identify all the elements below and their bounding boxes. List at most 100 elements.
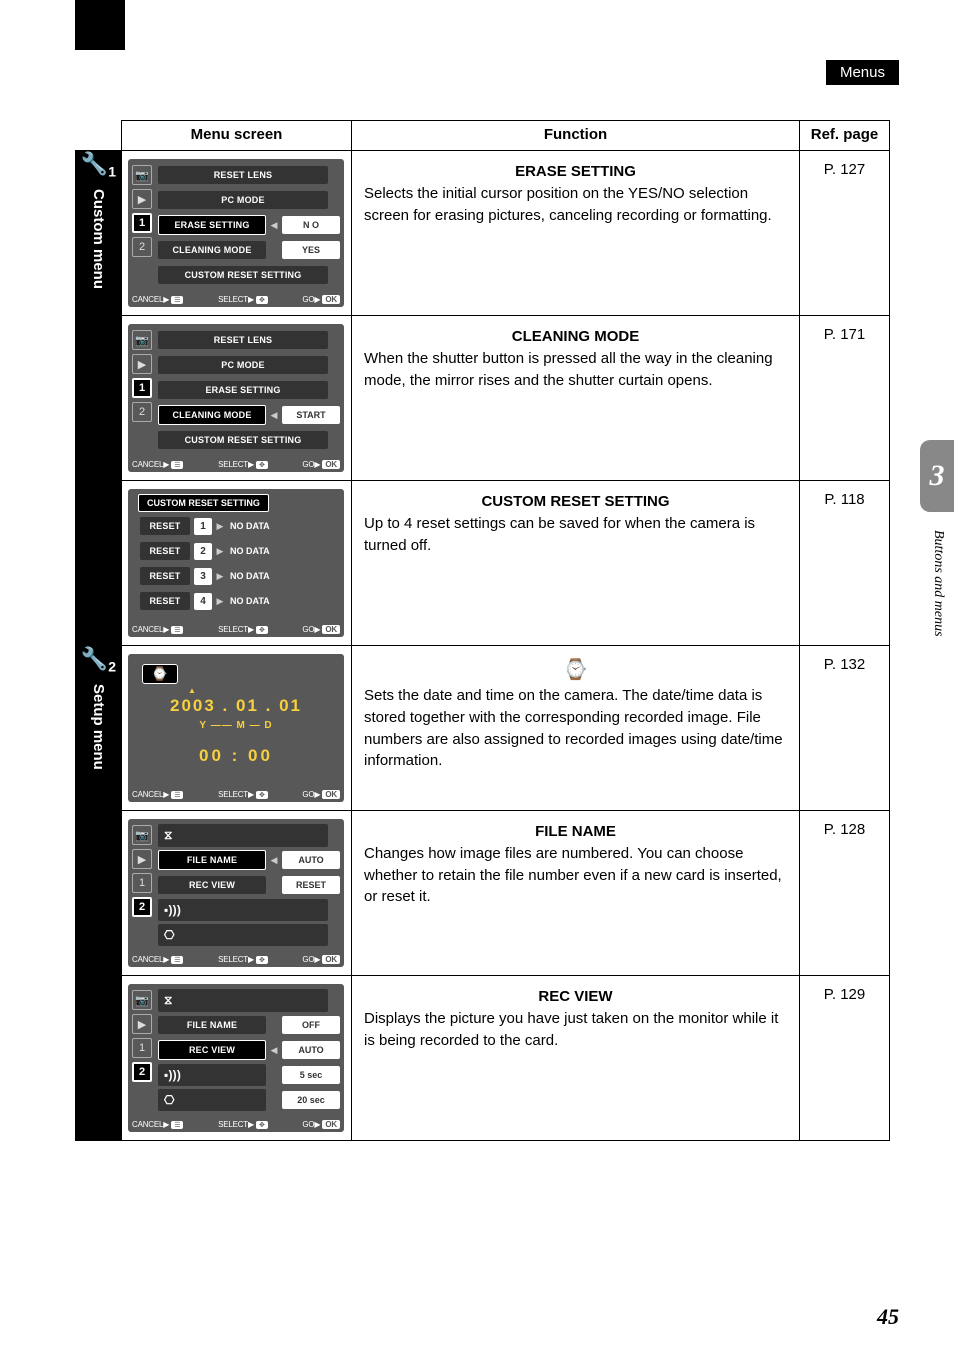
- ref-page-cell: P. 118: [800, 481, 890, 646]
- lcd-tab: 2: [132, 402, 152, 422]
- lcd-label: CUSTOM RESET SETTING: [158, 266, 328, 284]
- lcd-ymd: Y —— M — D: [128, 720, 344, 731]
- lcd-rows: ⧖ FILE NAMEOFF REC VIEW◀AUTO ▪)))5 sec ⎔…: [158, 989, 340, 1111]
- lcd-label: ERASE SETTING: [158, 215, 266, 235]
- lcd-tabs: 📷▶12: [131, 330, 153, 452]
- section-icon: 🔧2: [81, 646, 116, 674]
- lcd-row: ▪)))5 sec: [158, 1064, 340, 1086]
- lcd-label: RESET: [140, 567, 190, 585]
- menu-screen-cell: CUSTOM RESET SETTING RESET 1 ▶ NO DATA R…: [122, 481, 352, 646]
- lcd-value: AUTO: [282, 1041, 340, 1059]
- ref-page-cell: P. 129: [800, 976, 890, 1141]
- lcd-screen: 📷▶12 ⧖ FILE NAMEOFF REC VIEW◀AUTO ▪)))5 …: [128, 984, 344, 1132]
- lcd-label: REC VIEW: [158, 876, 266, 894]
- lcd-tabs: 📷 ▶ 1 2: [131, 165, 153, 287]
- lcd-value: RESET: [282, 876, 340, 894]
- lcd-rows: RESET LENS PC MODE ERASE SETTING◀N O CLE…: [158, 164, 340, 286]
- lcd-row: RESET LENS: [158, 329, 340, 351]
- lcd-row: CLEANING MODE◀START: [158, 404, 340, 426]
- lcd-tab: 2: [132, 237, 152, 257]
- lcd-tab: 1: [132, 213, 152, 233]
- function-title: FILE NAME: [364, 821, 787, 843]
- lcd-num: 3: [194, 568, 212, 585]
- ref-page-cell: P. 171: [800, 316, 890, 481]
- lcd-row: ⎔20 sec: [158, 1089, 340, 1111]
- lcd-rows: RESET LENS PC MODE ERASE SETTING CLEANIN…: [158, 329, 340, 451]
- menu-screen-cell: 📷▶12 ⧖ FILE NAME◀AUTO REC VIEWRESET ▪)))…: [122, 811, 352, 976]
- lcd-label: ⧖: [158, 989, 328, 1012]
- lcd-label: RESET: [140, 592, 190, 610]
- lcd-footer: CANCEL▶☰ SELECT▶✥ GO▶OK: [132, 460, 340, 469]
- lcd-label: FILE NAME: [158, 850, 266, 870]
- section-side: 🔧2 Setup menu: [76, 646, 122, 1141]
- lcd-footer: CANCEL▶☰ SELECT▶✥ GO▶OK: [132, 790, 340, 799]
- function-desc: Sets the date and time on the camera. Th…: [364, 687, 783, 769]
- lcd-label: RESET LENS: [158, 166, 328, 184]
- menu-screen-cell: 📷▶12 RESET LENS PC MODE ERASE SETTING CL…: [122, 316, 352, 481]
- lcd-data: NO DATA: [228, 546, 336, 556]
- lcd-time: 00 : 00: [128, 746, 344, 766]
- lcd-footer: CANCEL▶☰ SELECT▶✥ GO▶OK: [132, 955, 340, 964]
- col-menu: Menu screen: [122, 121, 352, 151]
- lcd-tab: ▶: [132, 1014, 152, 1034]
- lcd-header: CUSTOM RESET SETTING: [138, 494, 269, 512]
- function-cell: REC VIEWDisplays the picture you have ju…: [352, 976, 800, 1141]
- function-title: CUSTOM RESET SETTING: [364, 491, 787, 513]
- function-cell: ERASE SETTINGSelects the initial cursor …: [352, 151, 800, 316]
- lcd-row: CLEANING MODEYES: [158, 239, 340, 261]
- lcd-label: ERASE SETTING: [158, 381, 328, 399]
- function-desc: When the shutter button is pressed all t…: [364, 350, 773, 389]
- lcd-value: AUTO: [282, 851, 340, 869]
- lcd-row: ▪))): [158, 899, 340, 921]
- lcd-label: ⎔: [158, 924, 328, 946]
- menu-table: Menu screen Function Ref. page 🔧1 Custom…: [75, 120, 890, 1141]
- lcd-tabs: 📷▶12: [131, 990, 153, 1112]
- col-ref: Ref. page: [800, 121, 890, 151]
- lcd-footer: CANCEL▶☰ SELECT▶✥ GO▶OK: [132, 295, 340, 304]
- lcd-tab: 1: [132, 873, 152, 893]
- function-title: ⌚: [364, 656, 787, 685]
- lcd-value: START: [282, 406, 340, 424]
- lcd-row: REC VIEW◀AUTO: [158, 1039, 340, 1061]
- corner-block: [75, 0, 125, 50]
- lcd-label: ⧖: [158, 824, 328, 847]
- lcd-tabs: 📷▶12: [131, 825, 153, 947]
- section-side: 🔧1 Custom menu: [76, 151, 122, 646]
- lcd-tab: 📷: [132, 825, 152, 845]
- section-icon: 🔧1: [81, 151, 116, 179]
- lcd-row: REC VIEW RESET: [158, 874, 340, 896]
- function-desc: Displays the picture you have just taken…: [364, 1010, 778, 1049]
- lcd-data: NO DATA: [228, 596, 336, 606]
- lcd-tab: ▶: [132, 189, 152, 209]
- lcd-row: CUSTOM RESET SETTING: [158, 429, 340, 451]
- lcd-label: PC MODE: [158, 356, 328, 374]
- lcd-tab: 1: [132, 378, 152, 398]
- function-desc: Up to 4 reset settings can be saved for …: [364, 515, 755, 554]
- function-cell: CUSTOM RESET SETTINGUp to 4 reset settin…: [352, 481, 800, 646]
- lcd-footer: CANCEL▶☰ SELECT▶✥ GO▶OK: [132, 1120, 340, 1129]
- lcd-screen: 📷▶12 RESET LENS PC MODE ERASE SETTING CL…: [128, 324, 344, 472]
- section-label: Custom menu: [90, 189, 107, 289]
- lcd-row: RESET 2 ▶ NO DATA: [140, 540, 336, 562]
- lcd-row: ⎔: [158, 924, 340, 946]
- lcd-screen: CUSTOM RESET SETTING RESET 1 ▶ NO DATA R…: [128, 489, 344, 637]
- lcd-tab: 📷: [132, 990, 152, 1010]
- chapter-title: Buttons and menus: [930, 530, 946, 637]
- lcd-tab: ▶: [132, 849, 152, 869]
- lcd-label: ⎔: [158, 1089, 266, 1111]
- lcd-tab: 📷: [132, 165, 152, 185]
- lcd-row: RESET 1 ▶ NO DATA: [140, 515, 336, 537]
- lcd-value: 5 sec: [282, 1066, 340, 1084]
- corner-cell: [76, 121, 122, 151]
- lcd-label: ▪))): [158, 899, 328, 921]
- lcd-label: REC VIEW: [158, 1040, 266, 1060]
- lcd-screen: 📷▶12 ⧖ FILE NAME◀AUTO REC VIEWRESET ▪)))…: [128, 819, 344, 967]
- lcd-label: RESET: [140, 542, 190, 560]
- lcd-row: ⧖: [158, 989, 340, 1011]
- function-desc: Changes how image files are numbered. Yo…: [364, 845, 782, 906]
- ref-page-cell: P. 132: [800, 646, 890, 811]
- lcd-label: CUSTOM RESET SETTING: [158, 431, 328, 449]
- lcd-row: PC MODE: [158, 354, 340, 376]
- function-cell: ⌚Sets the date and time on the camera. T…: [352, 646, 800, 811]
- lcd-value: OFF: [282, 1016, 340, 1034]
